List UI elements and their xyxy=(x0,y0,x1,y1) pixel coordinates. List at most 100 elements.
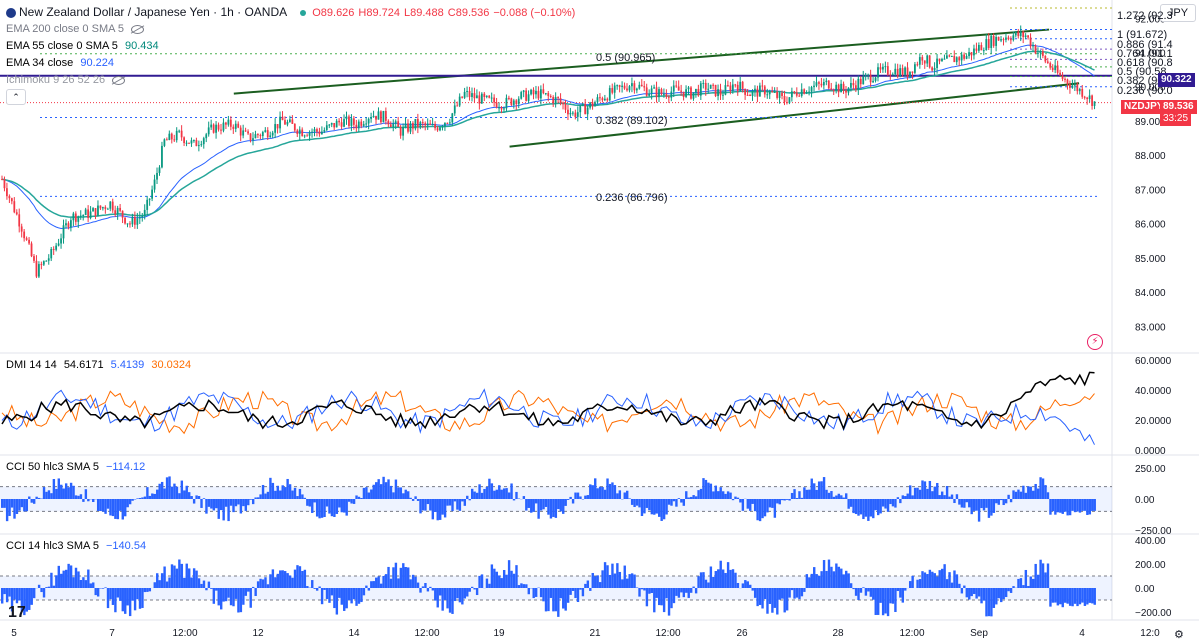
cci-bar xyxy=(328,499,330,514)
cci-bar xyxy=(390,579,392,588)
cci-bar xyxy=(587,495,589,499)
candle-body xyxy=(929,55,931,67)
cci-bar xyxy=(510,571,512,588)
candle-body xyxy=(422,122,424,123)
candle-body xyxy=(1064,79,1066,80)
candle-body xyxy=(154,180,156,190)
cci-bar xyxy=(65,483,67,499)
settings-gear-icon[interactable]: ⚙ xyxy=(1174,628,1184,641)
hidden-eye-icon[interactable] xyxy=(112,76,125,85)
candle-body xyxy=(953,56,955,62)
flash-alert-icon[interactable]: ⚡ xyxy=(1087,334,1103,350)
cci50-legend[interactable]: CCI 50 hlc3 SMA 5 −114.12 xyxy=(6,460,149,474)
ichimoku-legend[interactable]: Ichimoku 9 26 52 26 xyxy=(6,73,129,87)
cci-bar xyxy=(397,487,399,499)
cci-bar xyxy=(503,488,505,499)
candle-body xyxy=(818,82,820,84)
cci-bar xyxy=(756,588,758,606)
cci-bar xyxy=(498,485,500,499)
cci14-legend[interactable]: CCI 14 hlc3 SMA 5 −140.54 xyxy=(6,539,150,553)
candle-body xyxy=(737,85,739,91)
cci-bar xyxy=(663,499,665,519)
candle-body xyxy=(306,135,308,136)
cci-bar xyxy=(555,499,557,518)
cci-bar xyxy=(289,484,291,499)
cci-bar xyxy=(247,588,249,592)
candle-body xyxy=(237,124,239,128)
ema55-legend[interactable]: EMA 55 close 0 SMA 5 90.434 xyxy=(6,39,163,53)
candle-body xyxy=(658,89,660,97)
cci-bar xyxy=(402,563,404,588)
cci-bar xyxy=(18,588,20,601)
cci-bar xyxy=(658,588,660,605)
cci-bar xyxy=(373,581,375,588)
cci-bar xyxy=(796,588,798,598)
candle-body xyxy=(314,129,316,132)
candle-body xyxy=(417,119,419,127)
cci-bar xyxy=(331,499,333,516)
symbol-legend[interactable]: New Zealand Dollar / Japanese Yen · 1h ·… xyxy=(6,5,579,20)
cci-bar xyxy=(968,499,970,507)
countdown-badge: 33:25 xyxy=(1160,112,1191,126)
collapse-legend-button[interactable]: ⌃ xyxy=(6,89,26,105)
cci-bar xyxy=(1094,499,1096,511)
cci-bar xyxy=(1012,586,1014,588)
cci-bar xyxy=(599,487,601,499)
cci-bar xyxy=(528,499,530,508)
cci-bar xyxy=(926,489,928,499)
candle-body xyxy=(410,123,412,132)
tradingview-logo-icon[interactable]: 17 xyxy=(8,604,26,622)
cci-bar xyxy=(712,491,714,499)
cci-bar xyxy=(1017,579,1019,588)
cci-bar xyxy=(948,572,950,588)
cci-bar xyxy=(419,499,421,513)
cci-bar xyxy=(50,493,52,499)
cci-bar xyxy=(109,499,111,515)
cci-bar xyxy=(1076,588,1078,606)
cci-bar xyxy=(459,499,461,511)
cci-bar xyxy=(225,588,227,601)
cci-bar xyxy=(1084,499,1086,511)
cci-bar xyxy=(643,499,645,513)
cci-bar xyxy=(368,493,370,499)
candle-body xyxy=(616,85,618,86)
cci-bar xyxy=(104,499,106,514)
cci-bar xyxy=(501,578,503,588)
ema200-legend[interactable]: EMA 200 close 0 SMA 5 xyxy=(6,22,148,36)
dmi-legend[interactable]: DMI 14 14 54.6171 5.4139 30.0324 xyxy=(6,358,195,372)
ema34-value: 90.224 xyxy=(80,57,114,69)
candle-body xyxy=(1008,38,1010,40)
cci-bar xyxy=(995,499,997,503)
candle-body xyxy=(956,57,958,62)
cci-bar xyxy=(289,575,291,588)
candle-body xyxy=(884,66,886,67)
cci-bar xyxy=(218,499,220,519)
cci-bar xyxy=(1,588,3,604)
cci-bar xyxy=(28,588,30,610)
cci-bar xyxy=(252,499,254,504)
cci-bar xyxy=(178,559,180,588)
cci-bar xyxy=(348,588,350,600)
cci-bar xyxy=(867,588,869,591)
ema34-legend[interactable]: EMA 34 close 90.224 xyxy=(6,56,118,70)
cci-bar xyxy=(756,499,758,520)
cci-bar xyxy=(227,499,229,521)
cci-bar xyxy=(31,499,33,503)
cci-bar xyxy=(675,588,677,596)
cci-bar xyxy=(971,588,973,596)
cci-bar xyxy=(1049,588,1051,607)
cci-bar xyxy=(508,560,510,588)
cci-bar xyxy=(1079,588,1081,604)
candle-body xyxy=(95,208,97,216)
cci-bar xyxy=(727,562,729,588)
cci-bar xyxy=(931,572,933,588)
candle-body xyxy=(257,134,259,135)
cci-bar xyxy=(857,588,859,600)
cci-bar xyxy=(139,498,141,499)
cci-bar xyxy=(651,588,653,593)
cci-bar xyxy=(980,499,982,508)
cci-bar xyxy=(80,494,82,499)
hidden-eye-icon[interactable] xyxy=(131,25,144,34)
cci-bar xyxy=(547,588,549,611)
